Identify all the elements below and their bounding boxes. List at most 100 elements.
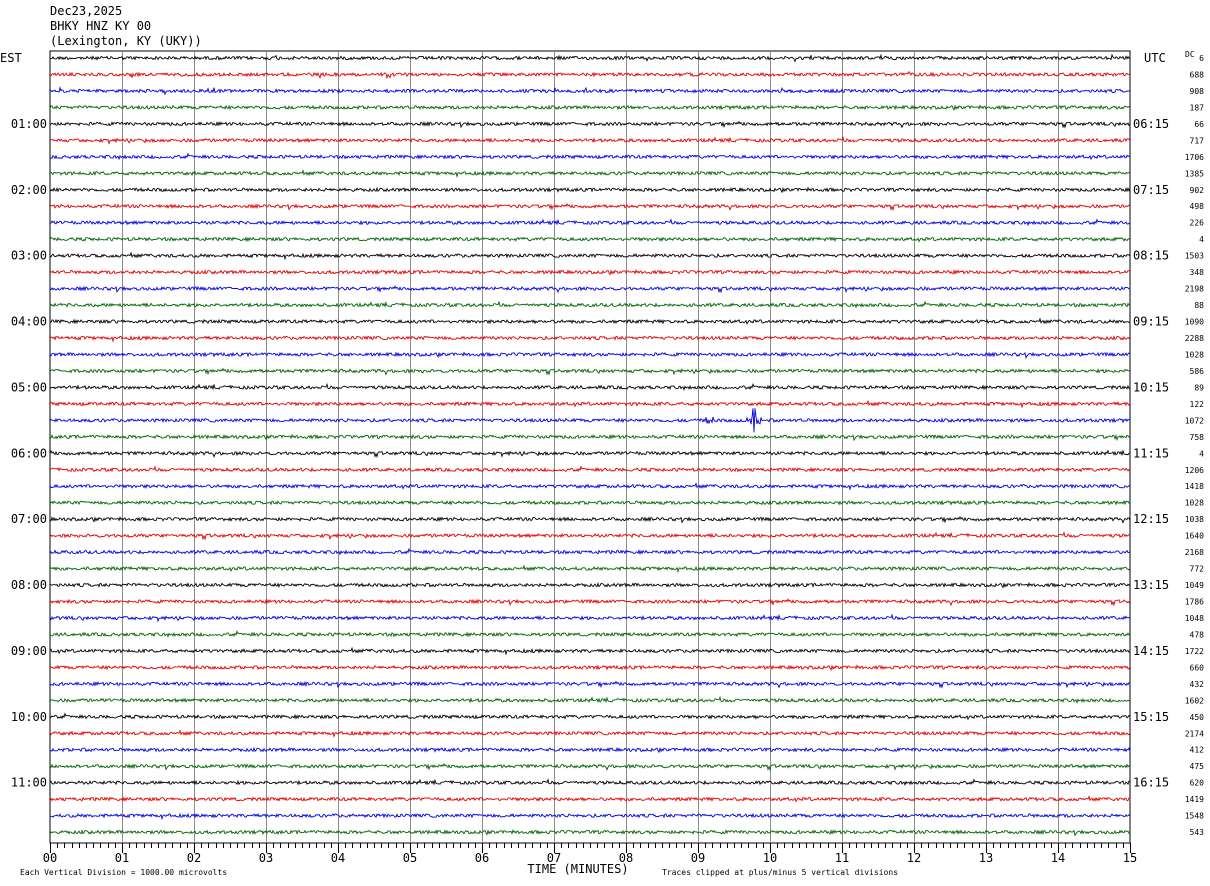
dc-column-label: DC [1185,50,1195,59]
dc-offset-label: 66 [1194,120,1204,129]
dc-offset-label: 1028 [1185,351,1204,360]
trace-row [49,613,1131,623]
dc-offset-label: 412 [1190,746,1205,755]
trace-row [49,70,1131,80]
trace-row [49,433,1131,442]
header-date: Dec23,2025 [50,4,123,18]
x-tick-label: 02 [187,851,201,865]
trace-row [49,695,1131,704]
dc-offset-label: 1049 [1185,581,1204,590]
plot-frame [49,50,1131,844]
trace-row [49,630,1131,638]
dc-offset-label: 902 [1190,186,1205,195]
trace-row [49,120,1131,129]
trace-row [49,646,1131,656]
dc-offset-label: 1548 [1185,812,1204,821]
est-axis-label: EST [0,51,22,65]
utc-hour-label: 08:15 [1133,249,1169,263]
trace-row [49,795,1130,803]
dc-offset-label: 187 [1190,103,1205,112]
trace-row [49,104,1131,111]
est-hour-label: 07:00 [11,512,47,526]
trace-row [49,499,1131,506]
dc-offset-label: 432 [1190,680,1205,689]
trace-row [49,218,1131,227]
dc-offset-label: 1503 [1185,252,1204,261]
dc-offset-label: 1602 [1185,696,1204,705]
trace-row [49,367,1131,376]
trace-row [49,399,1131,409]
x-tick-label: 15 [1123,851,1137,865]
est-hour-label: 03:00 [11,249,47,263]
est-hour-label: 04:00 [11,315,47,329]
est-hour-label: 02:00 [11,183,47,197]
utc-hour-label: 12:15 [1133,512,1169,526]
utc-hour-label: 07:15 [1133,183,1169,197]
est-hour-label: 08:00 [11,578,47,592]
utc-hour-label: 06:15 [1133,117,1169,131]
trace-row [49,53,1131,63]
trace-row [49,135,1131,145]
trace-row [49,482,1131,491]
x-tick-label: 06 [475,851,489,865]
x-tick-label: 10 [763,851,777,865]
dc-offset-label: 2198 [1185,285,1204,294]
trace-row [49,152,1131,161]
dc-offset-label: 348 [1190,268,1205,277]
header-station: BHKY HNZ KY 00 [50,19,152,33]
trace-row [49,169,1131,178]
x-tick-label: 04 [331,851,345,865]
trace-row [49,581,1131,589]
est-hour-label: 06:00 [11,446,47,460]
dc-offset-label: 688 [1190,71,1205,80]
utc-hour-label: 11:15 [1133,446,1169,460]
trace-row [49,828,1131,837]
dc-offset-label: 2174 [1185,729,1204,738]
x-tick-label: 05 [403,851,417,865]
dc-offset-label: 1090 [1185,318,1204,327]
footer-clip-note: Traces clipped at plus/minus 5 vertical … [662,868,898,877]
dc-offset-label: 586 [1190,367,1205,376]
utc-hour-label: 15:15 [1133,710,1169,724]
dc-offset-label: 908 [1190,87,1205,96]
dc-offset-label: 660 [1190,663,1205,672]
dc-offset-label: 475 [1190,762,1205,771]
dc-offset-label: 1206 [1185,466,1204,475]
dc-offset-label: 88 [1194,301,1204,310]
x-tick-label: 07 [547,851,561,865]
trace-row [49,334,1131,343]
dc-offset-label: 122 [1190,400,1205,409]
dc-offset-label: 478 [1190,630,1205,639]
trace-row [49,382,1131,391]
x-tick-label: 00 [43,851,57,865]
est-hour-label: 01:00 [11,117,47,131]
trace-row [49,778,1131,787]
dc-offset-label: 4 [1199,449,1204,458]
dc-offset-label: 620 [1190,779,1205,788]
x-tick-label: 13 [979,851,993,865]
trace-row [49,729,1131,738]
trace-row [49,515,1131,524]
dc-offset-label: 758 [1190,433,1205,442]
dc-offset-label: 1028 [1185,499,1204,508]
trace-row [49,317,1131,325]
utc-hour-label: 09:15 [1133,315,1169,329]
x-tick-label: 03 [259,851,273,865]
dc-offset-label: 1419 [1185,795,1204,804]
trace-row [49,664,1131,671]
trace-row [49,762,1131,772]
trace-row [49,285,1131,294]
x-tick-label: 11 [835,851,849,865]
trace-row [49,598,1131,607]
dc-offset-label: 89 [1194,383,1204,392]
trace-row [49,186,1131,194]
dc-offset-label: 498 [1190,202,1205,211]
trace-row [49,746,1131,754]
dc-offset-label: 6 [1199,54,1204,63]
x-tick-label: 09 [691,851,705,865]
x-tick-label: 08 [619,851,633,865]
footer-scale-note: Each Vertical Division = 1000.00 microvo… [20,868,227,877]
trace-row [49,547,1131,556]
est-hour-label: 11:00 [11,776,47,790]
